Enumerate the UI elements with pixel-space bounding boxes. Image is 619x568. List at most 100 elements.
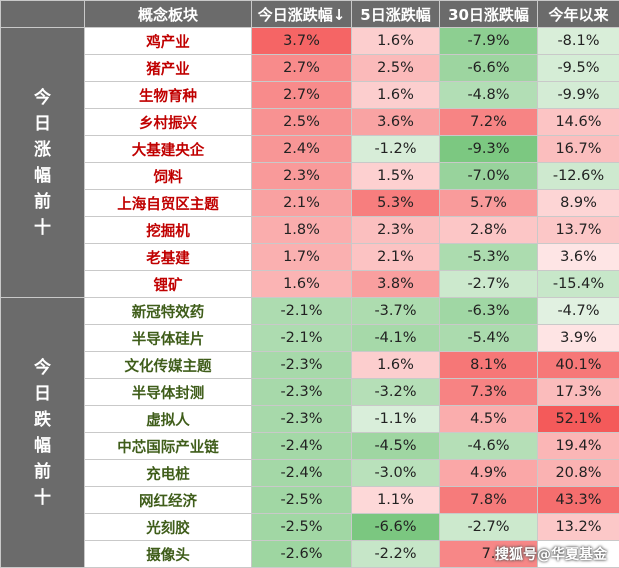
value-thirty-day: -2.7%: [439, 270, 538, 298]
sector-name[interactable]: 饲料: [84, 162, 252, 190]
value-ytd: 16.7%: [537, 135, 619, 163]
value-today: -2.6%: [251, 540, 352, 568]
value-five-day: 2.3%: [351, 216, 440, 244]
sector-name[interactable]: 大基建央企: [84, 135, 252, 163]
table-row[interactable]: 饲料 2.3% 1.5% -7.0% -12.6%: [1, 162, 619, 190]
value-five-day: 2.1%: [351, 243, 440, 271]
value-today: 2.7%: [251, 81, 352, 109]
table-row[interactable]: 老基建 1.7% 2.1% -5.3% 3.6%: [1, 243, 619, 271]
sector-name[interactable]: 上海自贸区主题: [84, 189, 252, 217]
value-thirty-day: -4.8%: [439, 81, 538, 109]
table-row[interactable]: 挖掘机 1.8% 2.3% 2.8% 13.7%: [1, 216, 619, 244]
table-row[interactable]: 文化传媒主题 -2.3% 1.6% 8.1% 40.1%: [1, 351, 619, 379]
group-label-top-gainers: 今日涨幅前十: [0, 27, 85, 298]
table-row[interactable]: 锂矿 1.6% 3.8% -2.7% -15.4%: [1, 270, 619, 298]
sector-name[interactable]: 网红经济: [84, 486, 252, 514]
sector-name[interactable]: 新冠特效药: [84, 297, 252, 325]
header-5day-change[interactable]: 5日涨跌幅: [351, 0, 440, 28]
value-today: -2.5%: [251, 486, 352, 514]
table-row[interactable]: 大基建央企 2.4% -1.2% -9.3% 16.7%: [1, 135, 619, 163]
table-row[interactable]: 今日涨幅前十鸡产业 3.7% 1.6% -7.9% -8.1%: [0, 27, 619, 298]
sector-name[interactable]: 生物育种: [84, 81, 252, 109]
value-thirty-day: -5.4%: [439, 324, 538, 352]
value-thirty-day: 2.8%: [439, 216, 538, 244]
value-ytd: 17.3%: [537, 378, 619, 406]
value-today: -2.1%: [251, 324, 352, 352]
value-thirty-day: -2.7%: [439, 513, 538, 541]
table-row[interactable]: 中芯国际产业链 -2.4% -4.5% -4.6% 19.4%: [1, 432, 619, 460]
table-row[interactable]: 虚拟人 -2.3% -1.1% 4.5% 52.1%: [1, 405, 619, 433]
sector-name[interactable]: 充电桩: [84, 459, 252, 487]
table-row[interactable]: 摄像头 -2.6% -2.2% 7.: [1, 540, 619, 568]
value-today: 2.4%: [251, 135, 352, 163]
value-ytd: -12.6%: [537, 162, 619, 190]
sector-name[interactable]: 老基建: [84, 243, 252, 271]
sector-name[interactable]: 文化传媒主题: [84, 351, 252, 379]
table-row[interactable]: 猪产业 2.7% 2.5% -6.6% -9.5%: [1, 54, 619, 82]
group-label-char: 十: [34, 487, 51, 508]
value-today: 2.5%: [251, 108, 352, 136]
sector-name[interactable]: 摄像头: [84, 540, 252, 568]
sector-name[interactable]: 光刻胶: [84, 513, 252, 541]
table-row[interactable]: 光刻胶 -2.5% -6.6% -2.7% 13.2%: [1, 513, 619, 541]
sector-name[interactable]: 乡村振兴: [84, 108, 252, 136]
header-30day-change[interactable]: 30日涨跌幅: [439, 0, 538, 28]
value-today: -2.3%: [251, 405, 352, 433]
group-label-char: 前: [34, 191, 51, 212]
value-five-day: -3.7%: [351, 297, 440, 325]
value-five-day: -2.2%: [351, 540, 440, 568]
sector-name[interactable]: 挖掘机: [84, 216, 252, 244]
value-five-day: 5.3%: [351, 189, 440, 217]
value-ytd: -9.9%: [537, 81, 619, 109]
sector-name[interactable]: 鸡产业: [84, 27, 252, 55]
group-label-char: 日: [34, 113, 51, 134]
sector-name[interactable]: 半导体封测: [84, 378, 252, 406]
group-label-char: 十: [34, 217, 51, 238]
value-thirty-day: -7.0%: [439, 162, 538, 190]
value-today: -2.4%: [251, 459, 352, 487]
value-today: -2.1%: [251, 297, 352, 325]
value-thirty-day: 8.1%: [439, 351, 538, 379]
header-today-change[interactable]: 今日涨跌幅↓: [251, 0, 352, 28]
table-row[interactable]: 今日跌幅前十新冠特效药 -2.1% -3.7% -6.3% -4.7%: [0, 297, 619, 568]
value-five-day: -4.1%: [351, 324, 440, 352]
header-sector-name: 概念板块: [84, 0, 252, 28]
group-label-char: 涨: [34, 139, 51, 160]
sector-name[interactable]: 锂矿: [84, 270, 252, 298]
group-label-char: 前: [34, 461, 51, 482]
value-five-day: -3.0%: [351, 459, 440, 487]
value-ytd: 13.7%: [537, 216, 619, 244]
value-thirty-day: 7.2%: [439, 108, 538, 136]
value-ytd: 19.4%: [537, 432, 619, 460]
header-ytd-change[interactable]: 今年以来: [537, 0, 619, 28]
table-row[interactable]: 乡村振兴 2.5% 3.6% 7.2% 14.6%: [1, 108, 619, 136]
value-ytd: -4.7%: [537, 297, 619, 325]
value-ytd: 52.1%: [537, 405, 619, 433]
value-five-day: 3.8%: [351, 270, 440, 298]
value-thirty-day: -9.3%: [439, 135, 538, 163]
value-thirty-day: -6.3%: [439, 297, 538, 325]
table-row[interactable]: 半导体封测 -2.3% -3.2% 7.3% 17.3%: [1, 378, 619, 406]
table-row[interactable]: 半导体硅片 -2.1% -4.1% -5.4% 3.9%: [1, 324, 619, 352]
value-ytd: 3.9%: [537, 324, 619, 352]
value-thirty-day: -4.6%: [439, 432, 538, 460]
value-five-day: -1.2%: [351, 135, 440, 163]
value-thirty-day: 7.8%: [439, 486, 538, 514]
table-row[interactable]: 上海自贸区主题 2.1% 5.3% 5.7% 8.9%: [1, 189, 619, 217]
table-row[interactable]: 充电桩 -2.4% -3.0% 4.9% 20.8%: [1, 459, 619, 487]
value-ytd: 3.6%: [537, 243, 619, 271]
table-row[interactable]: 网红经济 -2.5% 1.1% 7.8% 43.3%: [1, 486, 619, 514]
value-ytd: -8.1%: [537, 27, 619, 55]
table-row[interactable]: 生物育种 2.7% 1.6% -4.8% -9.9%: [1, 81, 619, 109]
sector-name[interactable]: 虚拟人: [84, 405, 252, 433]
value-today: 1.6%: [251, 270, 352, 298]
header-corner: [0, 0, 85, 28]
value-ytd: 13.2%: [537, 513, 619, 541]
sector-name[interactable]: 中芯国际产业链: [84, 432, 252, 460]
value-five-day: -6.6%: [351, 513, 440, 541]
sector-name[interactable]: 半导体硅片: [84, 324, 252, 352]
sector-name[interactable]: 猪产业: [84, 54, 252, 82]
value-ytd: [537, 540, 619, 568]
value-thirty-day: 4.9%: [439, 459, 538, 487]
group-label-char: 日: [34, 383, 51, 404]
